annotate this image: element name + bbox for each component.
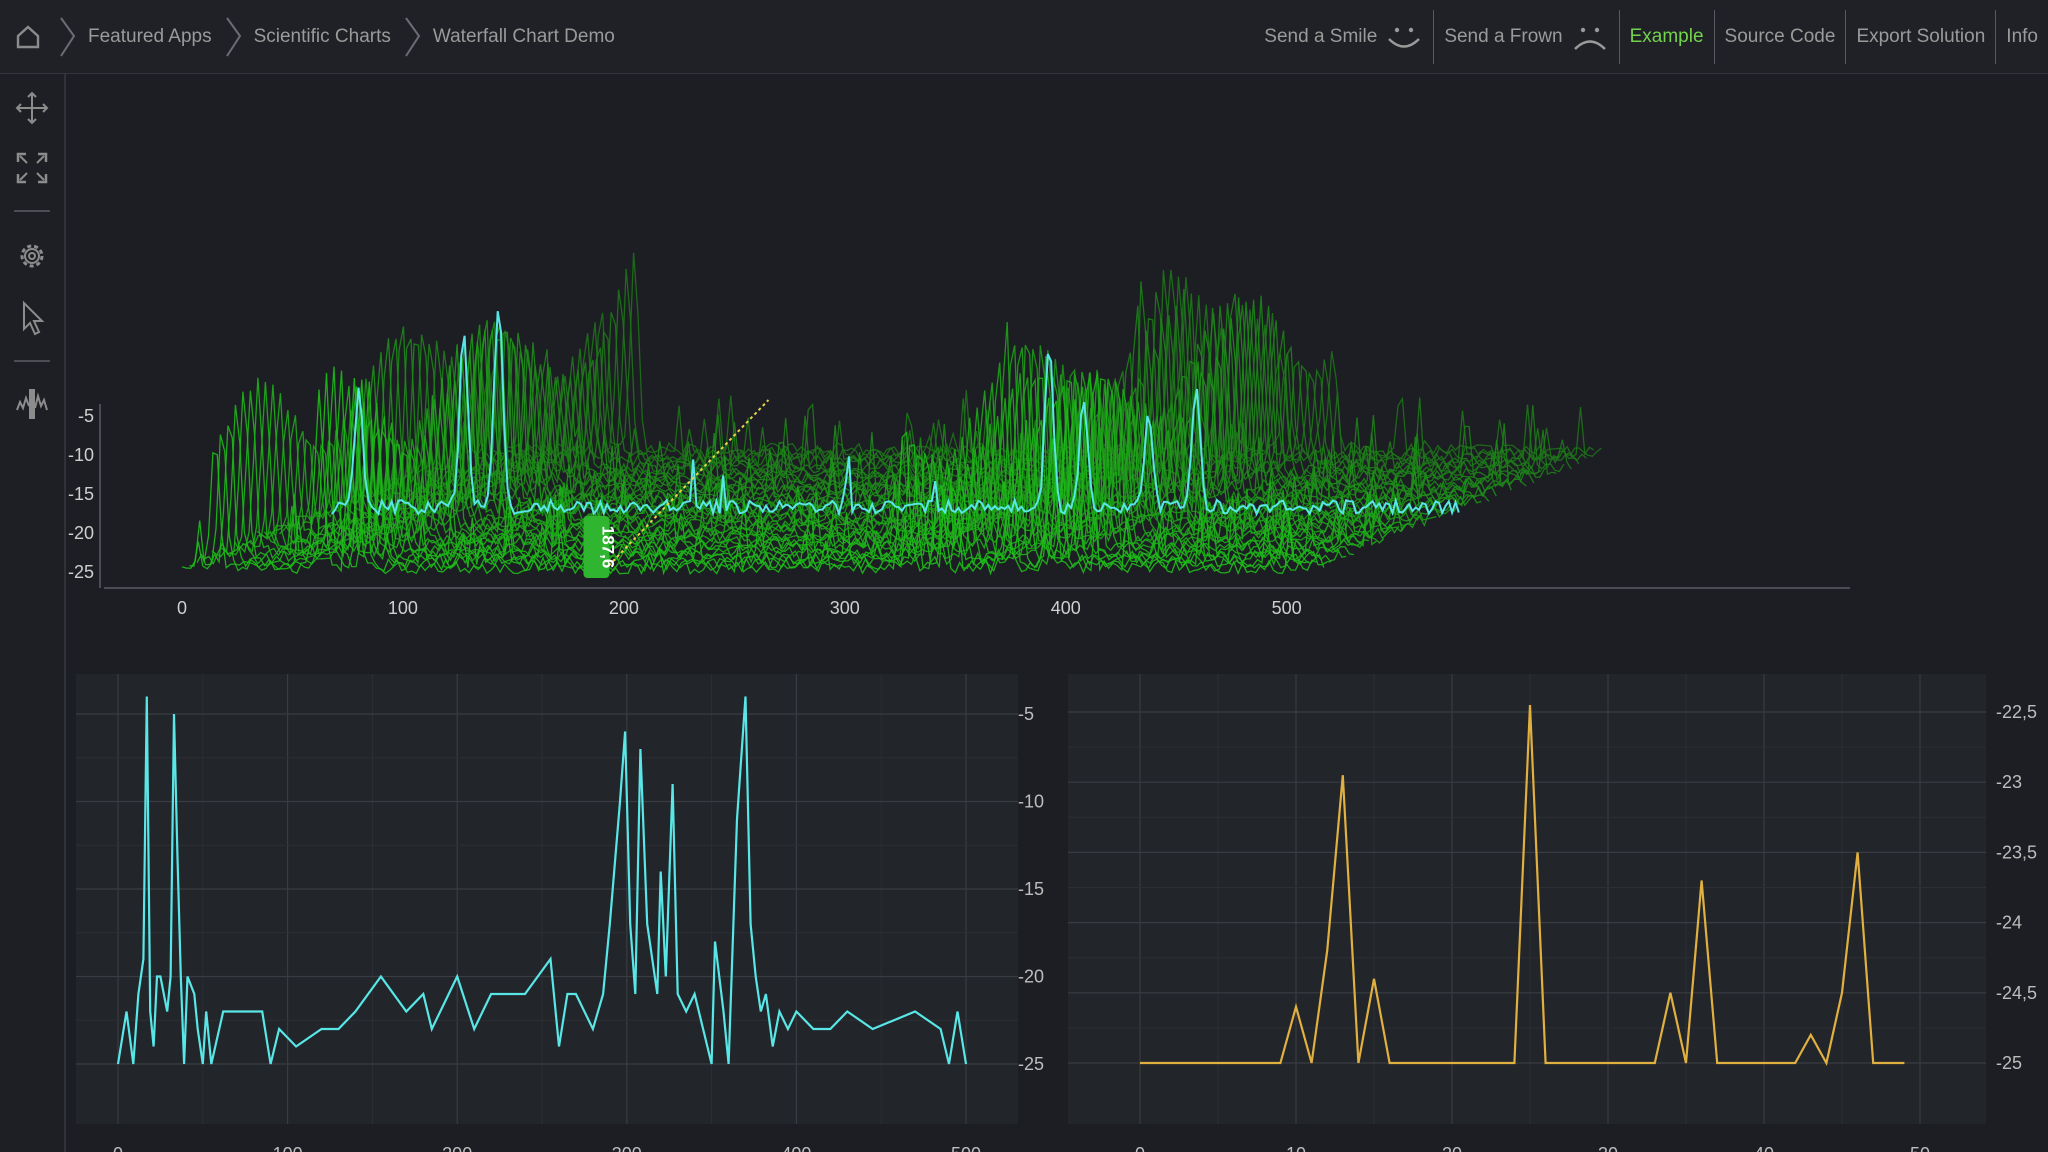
plot-area [1068, 674, 1986, 1124]
toolbar-divider [14, 210, 50, 212]
plot-area [76, 674, 1018, 1124]
x-tick-label: 200 [442, 1144, 472, 1152]
vertical-slice-axes: 0 10 20 30 40 50 -22,5 -23 -23,5 -24 -24,5 -25 [1135, 702, 2037, 1152]
x-tick-label: 500 [951, 1144, 981, 1152]
x-tick-label: 500 [1272, 598, 1302, 618]
x-tick-label: 50 [1910, 1144, 1930, 1152]
waterfall-chart[interactable]: 0 100 200 300 400 500 -5 -10 -15 -20 -25 187,6 [64, 74, 2048, 654]
horizontal-slice-series [116, 696, 968, 1065]
waterfall-series-line [279, 362, 1407, 537]
x-tick-label: 0 [1135, 1144, 1145, 1152]
vertical-slice-grid [1068, 674, 1986, 1124]
zoom-extents-button[interactable] [12, 148, 52, 188]
vertical-slice-chart[interactable]: 0 10 20 30 40 50 -22,5 -23 -23,5 -24 -24,5 -25 [1064, 670, 2048, 1152]
waterfall-series-line [451, 270, 1580, 468]
y-tick-label: -25 [68, 562, 94, 582]
waterfall-series-line [399, 295, 1527, 489]
send-frown-button[interactable]: Send a Frown [1434, 0, 1618, 73]
x-tick-label: 300 [612, 1144, 642, 1152]
x-tick-label: 20 [1442, 1144, 1462, 1152]
breadcrumb-waterfall-chart-demo[interactable]: Waterfall Chart Demo [432, 25, 615, 47]
export-solution-button[interactable]: Export Solution [1856, 25, 1986, 47]
cursor-icon [23, 300, 45, 336]
x-tick-label: 100 [388, 598, 418, 618]
horizontal-slice-grid [76, 674, 1018, 1124]
send-smile-button[interactable]: Send a Smile [1254, 0, 1433, 73]
pan-button[interactable] [12, 88, 52, 128]
vertical-slice-icon [16, 389, 48, 419]
y-tick-label: -20 [68, 523, 94, 543]
toolbar-divider [1713, 9, 1715, 64]
y-tick-label: -5 [1018, 704, 1034, 724]
x-tick-label: 40 [1754, 1144, 1774, 1152]
select-button[interactable] [12, 298, 52, 338]
smile-icon [1388, 27, 1421, 48]
send-frown-label: Send a Frown [1444, 25, 1563, 47]
x-tick-label: 10 [1286, 1144, 1306, 1152]
x-tick-label: 100 [273, 1144, 303, 1152]
horizontal-slice-chart[interactable]: 0 100 200 300 400 500 -5 -10 -15 -20 -25 [64, 670, 1064, 1152]
vertical-slice-button[interactable] [12, 384, 52, 424]
send-smile-label: Send a Smile [1264, 25, 1378, 47]
breadcrumb-scientific-charts[interactable]: Scientific Charts [253, 25, 391, 47]
waterfall-series-line [189, 372, 1317, 573]
x-tick-label: 400 [781, 1144, 811, 1152]
home-icon [16, 24, 40, 48]
toolbar-divider [1618, 9, 1620, 64]
y-tick-label: -22,5 [1996, 702, 2037, 722]
slice-marker-tag[interactable] [583, 516, 610, 578]
toolbar-divider [14, 360, 50, 362]
info-button[interactable]: Info [2006, 25, 2038, 47]
slice-marker-label: 187,6 [598, 526, 617, 569]
toolbar-divider [1845, 9, 1847, 64]
frown-icon [1573, 27, 1606, 50]
waterfall-series-line [181, 377, 1309, 576]
y-tick-label: -15 [1018, 879, 1044, 899]
y-tick-label: -23,5 [1996, 842, 2037, 862]
waterfall-axes: 0 100 200 300 400 500 -5 -10 -15 -20 -25 [68, 404, 1850, 618]
waterfall-series-line [204, 370, 1332, 567]
x-tick-label: 200 [609, 598, 639, 618]
pan-icon [15, 91, 49, 125]
waterfall-series-group [181, 252, 1602, 576]
waterfall-series-line [196, 366, 1325, 569]
chart-toolbar [0, 74, 66, 1152]
x-tick-label: 30 [1598, 1144, 1618, 1152]
top-bar: Featured Apps Scientific Charts Waterfal… [0, 0, 2048, 74]
x-tick-label: 300 [830, 598, 860, 618]
y-tick-label: -10 [68, 445, 94, 465]
home-button[interactable] [0, 0, 56, 73]
y-tick-label: -24 [1996, 913, 2022, 933]
y-tick-label: -24,5 [1996, 983, 2037, 1003]
x-tick-label: 0 [177, 598, 187, 618]
y-tick-label: -20 [1018, 967, 1044, 987]
zoom-extents-icon [16, 152, 48, 184]
slice-marker[interactable]: 187,6 [583, 516, 617, 578]
y-tick-label: -10 [1018, 792, 1044, 812]
source-code-tab[interactable]: Source Code [1724, 25, 1836, 47]
y-tick-label: -15 [68, 484, 94, 504]
breadcrumb-featured-apps[interactable]: Featured Apps [88, 25, 212, 47]
horizontal-slice-axes: 0 100 200 300 400 500 -5 -10 -15 -20 -25 [113, 704, 1044, 1152]
y-tick-label: -5 [78, 406, 94, 426]
settings-icon [20, 244, 44, 268]
example-tab[interactable]: Example [1629, 25, 1704, 47]
chevron-right-icon [225, 17, 241, 57]
highlighted-slice-line [331, 311, 1460, 518]
chevron-right-icon [60, 17, 76, 57]
y-tick-label: -25 [1996, 1053, 2022, 1073]
waterfall-series-line [444, 291, 1572, 471]
waterfall-series-line [474, 252, 1602, 460]
toolbar-divider [1433, 9, 1435, 64]
toolbar-divider [1995, 9, 1997, 64]
breadcrumb: Featured Apps Scientific Charts Waterfal… [56, 0, 615, 73]
x-tick-label: 0 [113, 1144, 123, 1152]
vertical-slice-series [1140, 704, 1905, 1067]
y-tick-label: -25 [1018, 1054, 1044, 1074]
y-tick-label: -23 [1996, 772, 2022, 792]
chevron-right-icon [405, 17, 421, 57]
x-tick-label: 400 [1051, 598, 1081, 618]
settings-button[interactable] [12, 236, 52, 276]
